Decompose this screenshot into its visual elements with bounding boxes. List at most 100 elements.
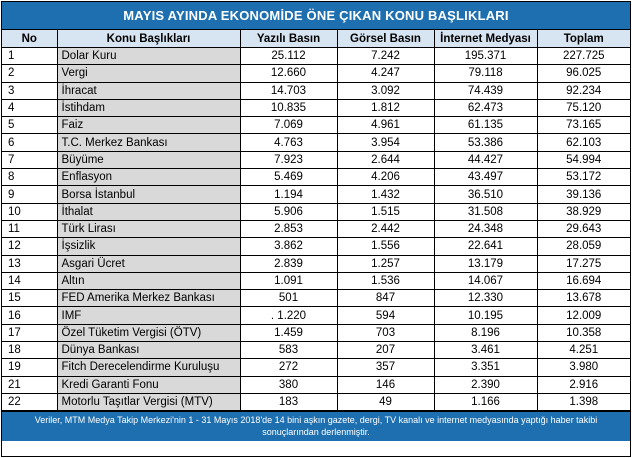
row-internet-cell: 43.497 (433, 168, 538, 187)
row-visual-cell: 4.961 (336, 116, 435, 135)
table-row: 21 Kredi Garanti Fonu 380 146 2.390 2.916 (2, 375, 630, 394)
topics-table: No Konu Başlıkları Yazılı Basın Görsel B… (2, 30, 630, 412)
row-no-cell: 14 (2, 271, 58, 291)
row-no-cell: 1 (2, 46, 58, 66)
row-print-cell: 7.923 (239, 150, 338, 170)
table-row: 19 Fitch Derecelendirme Kuruluşu 272 357 3.3… (2, 358, 630, 377)
table-row: 18 Dünya Bankası 583 207 3.461 4.251 (2, 341, 630, 360)
table-row: 11 Türk Lirası 2.853 2.442 24.348 29.643 (2, 219, 630, 239)
row-visual-cell: 1.556 (336, 237, 435, 256)
table-row: 3 İhracat 14.703 3.092 74.439 92.234 (2, 81, 630, 100)
row-visual-cell: 1.432 (336, 185, 435, 204)
row-total-cell: 3.980 (536, 358, 630, 377)
row-visual-cell: 1.515 (336, 202, 435, 221)
row-no-cell: 21 (2, 375, 58, 394)
row-total-cell: 54.994 (536, 150, 630, 170)
row-total-cell: 96.025 (536, 64, 630, 83)
table-row: 2 Vergi 12.660 4.247 79.118 96.025 (2, 64, 630, 83)
table-row: 16 IMF. 1.220 594 10.195 12.009 (2, 306, 630, 325)
row-total-cell: 62.103 (536, 133, 630, 152)
row-topic-cell: FED Amerika Merkez Bankası (56, 289, 241, 308)
row-visual-cell: 1.536 (336, 271, 435, 291)
row-no-cell: 13 (2, 254, 58, 273)
row-topic-cell: Enflasyon (56, 168, 241, 187)
row-no-cell: 5 (2, 116, 58, 135)
row-no-cell: 8 (2, 168, 58, 187)
row-internet-cell: 10.195 (433, 306, 538, 325)
row-total-cell: 73.165 (536, 116, 630, 135)
row-print-cell: . 1.220 (239, 306, 338, 325)
row-topic-cell: Asgari Ücret (56, 254, 241, 273)
row-no-cell: 22 (2, 392, 58, 412)
table-body: 1 Dolar Kuru 25.112 7.242 195.371 227.725 2 Ver… (2, 46, 630, 412)
row-print-cell: 2.839 (239, 254, 338, 273)
row-visual-cell: 1.257 (336, 254, 435, 273)
table-row: 8 Enflasyon 5.469 4.206 43.497 53.172 (2, 168, 630, 187)
column-header-no: No (2, 30, 58, 48)
row-no-cell: 18 (2, 341, 58, 360)
row-internet-cell: 24.348 (433, 219, 538, 239)
table-row: 17 Özel Tüketim Vergisi (ÖTV) 1.459 703 8.19… (2, 323, 630, 343)
row-total-cell: 38.929 (536, 202, 630, 221)
column-header-topic: Konu Başlıkları (56, 30, 241, 48)
row-total-cell: 12.009 (536, 306, 630, 325)
row-visual-cell: 357 (336, 358, 435, 377)
row-no-cell: 9 (2, 185, 58, 204)
row-internet-cell: 44.427 (433, 150, 538, 170)
row-no-cell: 6 (2, 133, 58, 152)
table-row: 9 Borsa İstanbul 1.194 1.432 36.510 39.136 (2, 185, 630, 204)
column-header-row: No Konu Başlıkları Yazılı Basın Görsel B… (2, 30, 630, 48)
row-internet-cell: 12.330 (433, 289, 538, 308)
row-topic-cell: Büyüme (56, 150, 241, 170)
row-no-cell: 4 (2, 98, 58, 118)
table-row: 13 Asgari Ücret 2.839 1.257 13.179 17.275 (2, 254, 630, 273)
row-visual-cell: 703 (336, 323, 435, 343)
row-internet-cell: 3.351 (433, 358, 538, 377)
row-total-cell: 16.694 (536, 271, 630, 291)
row-topic-cell: Türk Lirası (56, 219, 241, 239)
footnote: Veriler, MTM Medya Takip Merkezi'nin 1 -… (2, 411, 630, 442)
row-visual-cell: 1.812 (336, 98, 435, 118)
row-no-cell: 16 (2, 306, 58, 325)
row-print-cell: 10.835 (239, 98, 338, 118)
row-visual-cell: 4.247 (336, 64, 435, 83)
row-total-cell: 1.398 (536, 392, 630, 412)
row-total-cell: 28.059 (536, 237, 630, 256)
row-print-cell: 14.703 (239, 81, 338, 100)
row-no-cell: 15 (2, 289, 58, 308)
row-print-cell: 501 (239, 289, 338, 308)
row-topic-cell: Dünya Bankası (56, 341, 241, 360)
row-topic-cell: T.C. Merkez Bankası (56, 133, 241, 152)
row-topic-cell: Altın (56, 271, 241, 291)
row-topic-cell: Kredi Garanti Fonu (56, 375, 241, 394)
row-total-cell: 53.172 (536, 168, 630, 187)
column-header-internet: İnternet Medyası (433, 30, 538, 48)
column-header-total: Toplam (536, 30, 630, 48)
row-visual-cell: 847 (336, 289, 435, 308)
row-internet-cell: 8.196 (433, 323, 538, 343)
row-internet-cell: 2.390 (433, 375, 538, 394)
table-row: 7 Büyüme 7.923 2.644 44.427 54.994 (2, 150, 630, 170)
table-row: 12 İşsizlik 3.862 1.556 22.641 28.059 (2, 237, 630, 256)
row-visual-cell: 207 (336, 341, 435, 360)
row-total-cell: 29.643 (536, 219, 630, 239)
row-topic-cell: İstihdam (56, 98, 241, 118)
row-total-cell: 17.275 (536, 254, 630, 273)
table-row: 10 İthalat 5.906 1.515 31.508 38.929 (2, 202, 630, 221)
row-internet-cell: 36.510 (433, 185, 538, 204)
row-visual-cell: 3.954 (336, 133, 435, 152)
row-print-cell: 4.763 (239, 133, 338, 152)
column-header-print: Yazılı Basın (239, 30, 338, 48)
row-print-cell: 12.660 (239, 64, 338, 83)
row-total-cell: 2.916 (536, 375, 630, 394)
row-topic-cell: Faiz (56, 116, 241, 135)
row-print-cell: 25.112 (239, 46, 338, 66)
row-topic-cell: Fitch Derecelendirme Kuruluşu (56, 358, 241, 377)
row-visual-cell: 594 (336, 306, 435, 325)
row-visual-cell: 3.092 (336, 81, 435, 100)
row-print-cell: 272 (239, 358, 338, 377)
row-print-cell: 7.069 (239, 116, 338, 135)
row-no-cell: 11 (2, 219, 58, 239)
row-internet-cell: 53.386 (433, 133, 538, 152)
column-header-visual: Görsel Basın (336, 30, 435, 48)
